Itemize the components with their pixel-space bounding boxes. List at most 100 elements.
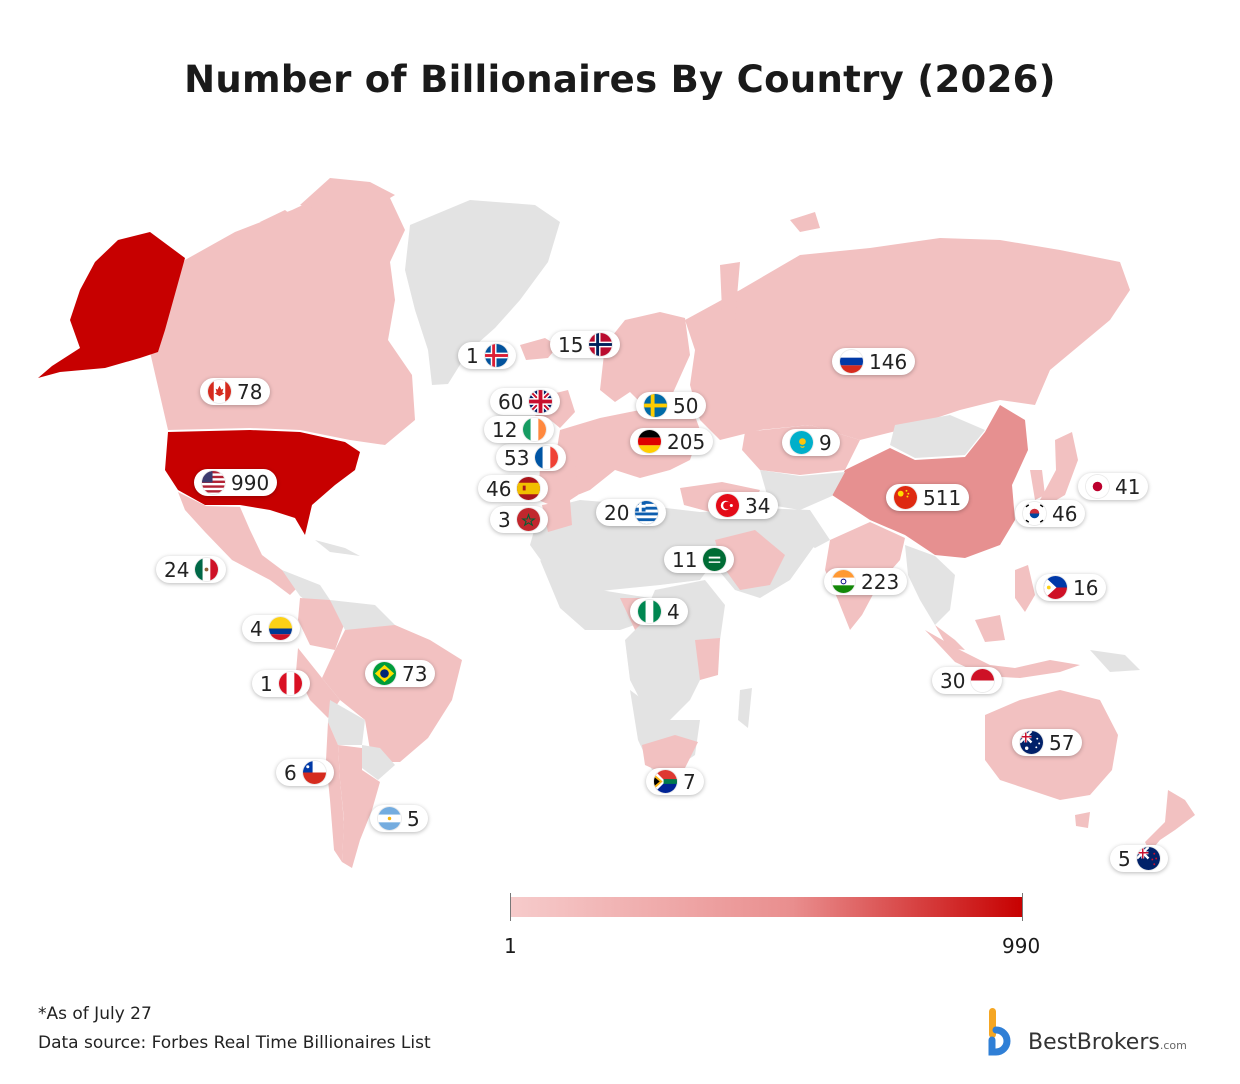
region-scandinavia — [600, 312, 690, 410]
label-south-africa: 7 — [646, 768, 704, 795]
scale-max-label: 990 — [1002, 934, 1041, 958]
region-bolivia — [328, 700, 365, 745]
region-png — [1090, 650, 1140, 672]
peru-flag-icon — [278, 672, 302, 695]
label-iceland: 1 — [458, 342, 516, 369]
region-korea — [1030, 470, 1045, 500]
morocco-flag-icon — [516, 508, 540, 531]
iceland-flag-icon — [484, 344, 508, 367]
region-madagascar — [738, 688, 752, 728]
india-flag-icon — [832, 570, 855, 593]
argentina-flag-icon — [378, 807, 401, 830]
canada-flag-icon — [208, 380, 231, 403]
label-nigeria: 4 — [630, 598, 688, 625]
label-new-zealand: 5 — [1110, 845, 1168, 872]
scale-min-label: 1 — [504, 934, 517, 958]
saudi-arabia-flag-icon — [703, 548, 727, 571]
label-germany: 205 — [630, 428, 714, 455]
label-value: 16 — [1073, 575, 1099, 600]
label-value: 30 — [940, 668, 966, 693]
label-value: 205 — [667, 429, 706, 454]
label-sweden: 50 — [636, 392, 707, 419]
bestbrokers-logo: BestBrokers.com — [986, 1006, 1187, 1056]
label-norway: 15 — [550, 331, 621, 358]
philippines-flag-icon — [1044, 576, 1067, 599]
label-value: 60 — [498, 389, 524, 414]
region-iberia — [538, 466, 578, 508]
region-peru — [296, 648, 340, 718]
region-iran-pak — [760, 508, 830, 548]
map-title: Number of Billionaires By Country (2026) — [184, 58, 1056, 101]
region-arctic-islands — [300, 178, 395, 212]
region-continental-europe — [555, 402, 700, 498]
label-mexico: 24 — [156, 556, 227, 583]
label-value: 46 — [1052, 501, 1078, 526]
label-value: 57 — [1049, 730, 1075, 755]
label-usa: 990 — [194, 469, 278, 496]
label-value: 53 — [504, 445, 530, 470]
label-value: 20 — [604, 500, 630, 525]
scale-tick-max — [1022, 893, 1023, 921]
new-zealand-flag-icon — [1136, 847, 1160, 870]
spain-flag-icon — [517, 477, 541, 500]
region-brazil — [322, 625, 462, 762]
region-central-asia — [760, 470, 845, 510]
label-india: 223 — [824, 568, 908, 595]
south-korea-flag-icon — [1023, 502, 1046, 525]
label-canada: 78 — [200, 378, 271, 405]
label-value: 511 — [923, 485, 962, 510]
label-value: 1 — [466, 343, 479, 368]
region-kenya-tanzania — [695, 638, 720, 680]
label-france: 53 — [496, 444, 567, 471]
label-value: 146 — [869, 349, 908, 374]
uk-flag-icon — [529, 390, 553, 413]
sweden-flag-icon — [644, 394, 667, 417]
greece-flag-icon — [635, 501, 659, 524]
mexico-flag-icon — [195, 558, 219, 581]
china-flag-icon — [894, 486, 917, 509]
label-value: 78 — [237, 379, 263, 404]
region-mongolia — [890, 415, 985, 458]
label-indonesia: 30 — [932, 667, 1003, 694]
label-turkey: 34 — [708, 492, 779, 519]
nigeria-flag-icon — [638, 600, 661, 623]
ireland-flag-icon — [523, 418, 547, 441]
indonesia-flag-icon — [971, 669, 995, 692]
region-new-zealand — [1145, 790, 1195, 852]
australia-flag-icon — [1020, 731, 1043, 754]
region-alaska — [38, 232, 185, 378]
label-value: 34 — [745, 493, 771, 518]
region-greenland — [405, 200, 560, 385]
label-south-korea: 46 — [1015, 500, 1086, 527]
label-value: 5 — [407, 806, 420, 831]
label-saudi-arabia: 11 — [664, 546, 735, 573]
region-indonesia — [925, 630, 1080, 678]
label-value: 41 — [1115, 474, 1141, 499]
region-japan — [1040, 432, 1078, 505]
colombia-flag-icon — [268, 617, 292, 640]
russia-flag-icon — [840, 350, 863, 373]
label-value: 50 — [673, 393, 699, 418]
usa-flag-icon — [202, 471, 225, 494]
label-greece: 20 — [596, 499, 667, 526]
color-scale-bar — [511, 897, 1023, 917]
label-value: 3 — [498, 507, 511, 532]
label-china: 511 — [886, 484, 970, 511]
label-japan: 41 — [1078, 473, 1149, 500]
japan-flag-icon — [1086, 475, 1109, 498]
label-value: 223 — [861, 569, 900, 594]
label-colombia: 4 — [242, 615, 300, 642]
logo-name: BestBrokers — [1028, 1030, 1160, 1055]
data-source-note: Data source: Forbes Real Time Billionair… — [38, 1033, 431, 1053]
norway-flag-icon — [589, 333, 613, 356]
label-value: 6 — [284, 760, 297, 785]
label-value: 5 — [1118, 846, 1131, 871]
label-australia: 57 — [1012, 729, 1083, 756]
germany-flag-icon — [638, 430, 661, 453]
label-value: 15 — [558, 332, 584, 357]
label-value: 990 — [231, 470, 270, 495]
bestbrokers-logo-icon — [988, 1008, 1011, 1056]
label-value: 4 — [250, 616, 263, 641]
region-se-asia — [905, 545, 955, 625]
france-flag-icon — [535, 446, 559, 469]
